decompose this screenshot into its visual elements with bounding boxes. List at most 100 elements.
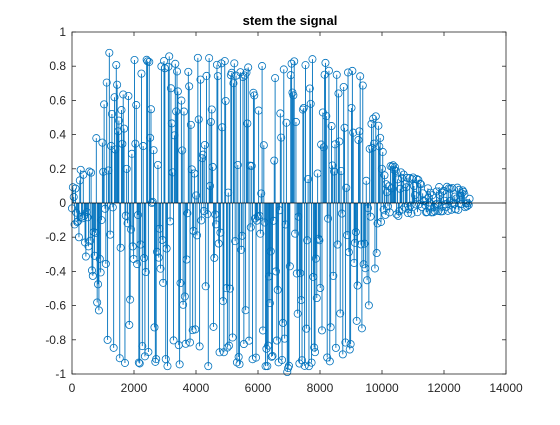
stem-marker — [296, 269, 305, 278]
stem-marker — [285, 262, 294, 271]
stem-marker — [464, 200, 473, 209]
stem-marker — [350, 238, 359, 247]
stem-marker — [133, 260, 142, 269]
stem-marker — [345, 345, 354, 354]
stem-marker — [124, 92, 133, 101]
stem-marker — [403, 173, 412, 182]
stem-marker — [259, 141, 268, 150]
stem-marker — [94, 280, 103, 289]
stem-marker — [233, 160, 242, 169]
stem-marker — [346, 340, 355, 349]
stem-marker — [416, 180, 425, 189]
stem-marker — [409, 173, 418, 182]
stem-marker — [114, 116, 123, 125]
stem-marker — [135, 359, 144, 368]
stem-marker — [131, 139, 140, 148]
stem-marker — [278, 355, 287, 364]
stem-marker — [171, 59, 180, 68]
stem-marker — [122, 164, 131, 173]
stem-marker — [327, 122, 336, 131]
stem-marker — [291, 117, 300, 126]
stem-marker — [394, 211, 403, 220]
stem-marker — [324, 66, 333, 75]
stem-marker — [311, 348, 320, 357]
stem-marker — [225, 284, 234, 293]
stem-marker — [137, 69, 146, 78]
stem-marker — [381, 210, 390, 219]
stem-marker — [187, 165, 196, 174]
stem-marker — [96, 268, 105, 277]
stem-marker — [223, 343, 232, 352]
stem-marker — [144, 347, 153, 356]
stem-marker — [103, 335, 112, 344]
stem-marker — [246, 223, 255, 232]
stem-marker — [221, 96, 230, 105]
stem-marker — [156, 264, 165, 273]
stem-marker — [256, 229, 265, 238]
stem-marker — [331, 343, 340, 352]
stem-marker — [434, 207, 443, 216]
stem-marker — [348, 66, 357, 75]
stem-marker — [230, 59, 239, 68]
stem-marker — [154, 253, 163, 262]
stem-marker — [87, 168, 96, 177]
stem-marker — [279, 65, 288, 74]
stem-marker — [197, 216, 206, 225]
stem-marker — [243, 119, 252, 128]
stem-marker — [130, 55, 139, 64]
stem-marker — [324, 214, 333, 223]
stem-marker — [335, 137, 344, 146]
y-tick-label: 0.4 — [49, 128, 66, 142]
stem-marker — [102, 78, 111, 87]
stem-marker — [195, 342, 204, 351]
stem-marker — [298, 105, 307, 114]
stem-marker — [76, 165, 85, 174]
stem-marker — [205, 54, 214, 63]
stem-marker — [252, 353, 261, 362]
stem-marker — [162, 244, 171, 253]
stem-marker — [225, 341, 234, 350]
x-tick-label: 8000 — [307, 381, 334, 395]
stem-marker — [284, 361, 293, 370]
stem-marker — [232, 358, 241, 367]
stem-marker — [179, 107, 188, 116]
stem-marker — [406, 201, 415, 210]
stem-marker — [418, 189, 427, 198]
stem-marker — [278, 318, 287, 327]
stem-marker — [128, 242, 137, 251]
stem-marker — [425, 198, 434, 207]
x-tick-label: 0 — [69, 381, 76, 395]
stem-marker — [244, 63, 253, 72]
stem-marker — [193, 53, 202, 62]
stem-marker — [358, 81, 367, 90]
stem-marker — [370, 264, 379, 273]
stem-marker — [301, 61, 310, 70]
stem-marker — [180, 292, 189, 301]
stem-marker — [380, 171, 389, 180]
stem-marker — [108, 203, 117, 212]
stem-marker — [267, 352, 276, 361]
stem-marker — [206, 117, 215, 126]
stem-marker — [369, 114, 378, 123]
stem-marker — [460, 190, 469, 199]
stem-marker — [175, 360, 184, 369]
stem-marker — [321, 58, 330, 67]
stem-marker — [339, 82, 348, 91]
stem-marker — [360, 239, 369, 248]
stem-marker — [235, 360, 244, 369]
x-tick-label: 6000 — [245, 381, 272, 395]
stem-marker — [177, 96, 186, 105]
stem-marker — [228, 333, 237, 342]
stem-marker — [268, 351, 277, 360]
stem-marker — [146, 133, 155, 142]
stem-marker — [173, 87, 182, 96]
stem-marker — [229, 79, 238, 88]
stem-marker — [413, 208, 422, 217]
stem-marker — [307, 358, 316, 367]
stem-marker — [453, 183, 462, 192]
stem-marker — [214, 239, 223, 248]
x-tick-label: 4000 — [183, 381, 210, 395]
stem-marker — [443, 206, 452, 215]
